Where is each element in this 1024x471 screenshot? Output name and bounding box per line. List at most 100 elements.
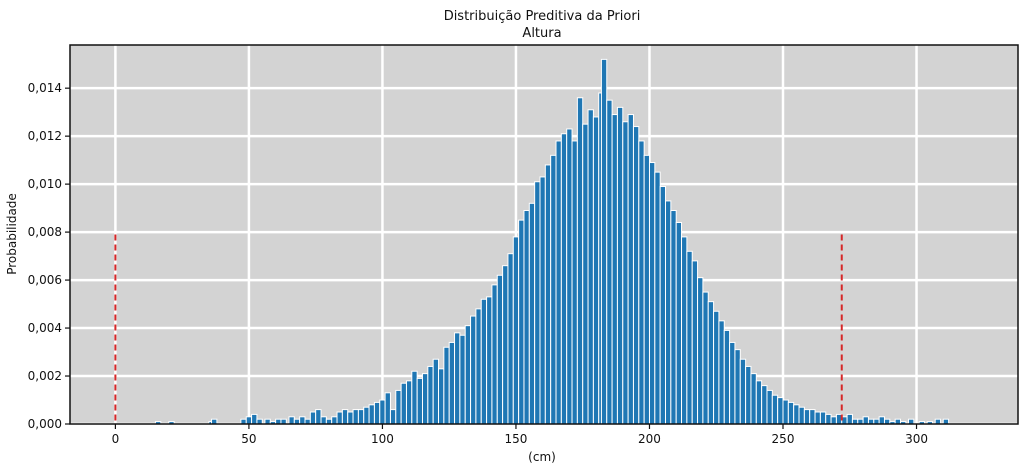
x-tick-label: 50: [241, 432, 256, 446]
x-axis-label: (cm): [528, 450, 556, 464]
histogram-bar: [616, 106, 624, 425]
histogram-bar: [395, 389, 402, 425]
y-tick-label: 0,010: [28, 177, 62, 191]
histogram-bar: [793, 404, 800, 425]
histogram-bar: [606, 99, 613, 425]
histogram-bar: [723, 329, 731, 425]
x-tick-label: 0: [112, 432, 120, 446]
histogram-bar: [528, 202, 536, 425]
histogram-bar: [702, 291, 709, 425]
histogram-bar: [750, 373, 757, 425]
histogram-bar: [718, 320, 725, 425]
histogram-bar: [825, 413, 832, 425]
histogram-bar: [643, 154, 650, 425]
histogram-bar: [592, 116, 600, 425]
histogram-bar: [862, 416, 869, 425]
histogram-bar: [512, 236, 520, 425]
histogram-bar: [566, 128, 573, 425]
histogram-bar: [691, 260, 699, 425]
histogram-bar: [819, 411, 827, 425]
y-tick-label: 0,014: [28, 81, 62, 95]
histogram-bar: [681, 236, 688, 425]
histogram-bar: [611, 114, 618, 425]
x-tick-label: 300: [905, 432, 928, 446]
histogram-bar: [659, 186, 667, 425]
histogram-bar: [309, 411, 317, 425]
histogram-bar: [416, 377, 423, 425]
y-tick-label: 0,008: [28, 225, 62, 239]
histogram-bar: [421, 373, 429, 425]
histogram-bar: [336, 411, 343, 425]
histogram-bar: [675, 222, 683, 425]
histogram-bar: [809, 409, 816, 425]
histogram-bar: [713, 310, 720, 425]
histogram-bar: [571, 140, 578, 425]
histogram-bar: [245, 416, 253, 425]
histogram-bar: [459, 334, 466, 425]
reference-lines: [114, 234, 843, 424]
histogram-bar: [587, 109, 594, 425]
plot-frame: [69, 44, 1019, 425]
histogram-bar: [729, 341, 736, 425]
y-tick-label: 0,004: [28, 321, 62, 335]
histogram-bar: [384, 392, 391, 425]
histogram-bar: [357, 409, 365, 425]
histogram-bar: [555, 140, 562, 425]
histogram-bar: [830, 416, 837, 425]
histogram-bar: [496, 274, 504, 425]
histogram-bar: [480, 298, 488, 425]
histogram-bar: [550, 154, 557, 425]
y-tick-label: 0,000: [28, 417, 62, 431]
x-axis-ticks: 0 50 100 150 200 250 300: [112, 424, 928, 446]
histogram-bar: [670, 210, 677, 425]
histogram-bar: [622, 121, 629, 425]
histogram-bar: [288, 416, 295, 425]
histogram-bar: [739, 358, 747, 425]
histogram-bar: [352, 409, 359, 425]
histogram-bar: [761, 385, 768, 425]
histogram-bar: [400, 382, 407, 425]
histogram-bar: [534, 181, 541, 425]
histogram-bar: [665, 200, 672, 425]
histogram-bar: [539, 176, 546, 425]
histogram-bar: [771, 394, 779, 425]
y-tick-label: 0,006: [28, 273, 62, 287]
histogram-bar: [777, 397, 784, 425]
histogram-bar: [523, 210, 530, 425]
histogram-bar: [787, 401, 795, 425]
histogram-bar: [686, 250, 693, 425]
histogram-bar: [745, 365, 752, 425]
histogram-bar: [502, 265, 509, 425]
x-tick-label: 200: [638, 432, 661, 446]
histogram-bar: [878, 416, 885, 425]
histogram-bar: [638, 140, 645, 425]
histogram-bar: [632, 126, 640, 425]
histogram-bar: [798, 406, 805, 425]
histogram-bar: [707, 301, 715, 425]
histogram-bar: [654, 171, 661, 425]
chart-subtitle: Altura: [522, 26, 561, 41]
histogram-bar: [341, 409, 349, 425]
histogram-bar: [347, 411, 354, 425]
histogram-bar: [368, 404, 375, 425]
histogram-bar: [582, 123, 589, 425]
histogram-bar: [544, 164, 552, 425]
histogram-bar: [766, 389, 773, 425]
histogram-bar: [734, 349, 741, 425]
histogram-bar: [782, 399, 789, 425]
histogram-bar: [448, 341, 456, 425]
y-tick-label: 0,012: [28, 129, 62, 143]
histogram-bar: [251, 413, 258, 425]
histogram-bar: [411, 370, 418, 425]
histogram-bar: [507, 253, 514, 425]
histogram-bar: [464, 325, 472, 425]
histogram-bar: [576, 97, 584, 425]
histogram-bar: [518, 219, 525, 425]
chart-title: Distribuição Preditiva da Priori: [444, 9, 641, 24]
histogram-bar: [475, 308, 482, 425]
histogram-bar: [491, 284, 498, 425]
histogram-bar: [379, 399, 386, 425]
histogram-bar: [405, 380, 413, 425]
histogram-bar: [803, 409, 811, 425]
